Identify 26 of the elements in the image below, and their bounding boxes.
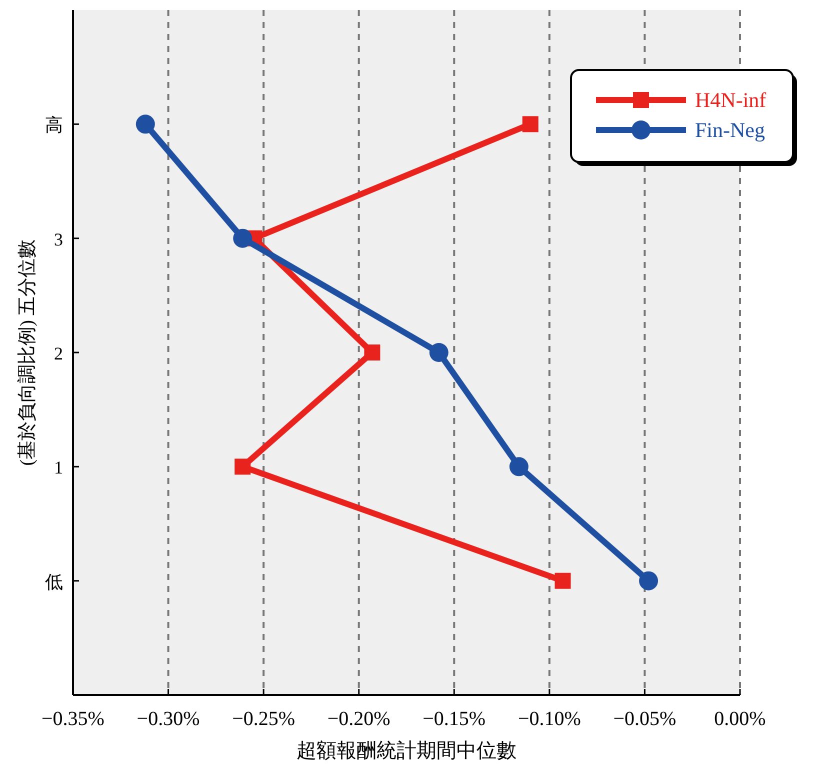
point	[429, 343, 448, 362]
x-tick-label: −0.10%	[518, 708, 581, 730]
point	[509, 457, 528, 476]
point	[233, 228, 252, 248]
x-tick-label: −0.25%	[232, 708, 296, 730]
point	[136, 114, 155, 134]
y-tick-label: 2	[54, 344, 63, 364]
point	[522, 116, 538, 132]
x-axis-title: 超額報酬統計期間中位數	[296, 740, 516, 762]
y-axis-title: (基於負向調比例) 五分位數	[17, 239, 38, 466]
point	[639, 571, 658, 590]
y-tick-label: 低	[45, 572, 63, 592]
x-tick-label: −0.15%	[422, 708, 486, 730]
y-tick-label: 1	[54, 458, 63, 478]
x-tick-label: −0.20%	[327, 708, 390, 730]
legend-label: H4N-inf	[695, 88, 766, 112]
x-tick-label: −0.30%	[136, 708, 200, 730]
x-tick-label: −0.05%	[613, 708, 676, 730]
point	[364, 344, 380, 360]
y-tick-label: 3	[54, 229, 63, 250]
x-tick-label: 0.00%	[714, 708, 766, 730]
legend-label: Fin-Neg	[695, 118, 766, 142]
point	[554, 572, 571, 589]
point	[234, 458, 251, 475]
x-tick-label: −0.35%	[42, 708, 104, 730]
y-tick-label: 高	[45, 115, 63, 136]
